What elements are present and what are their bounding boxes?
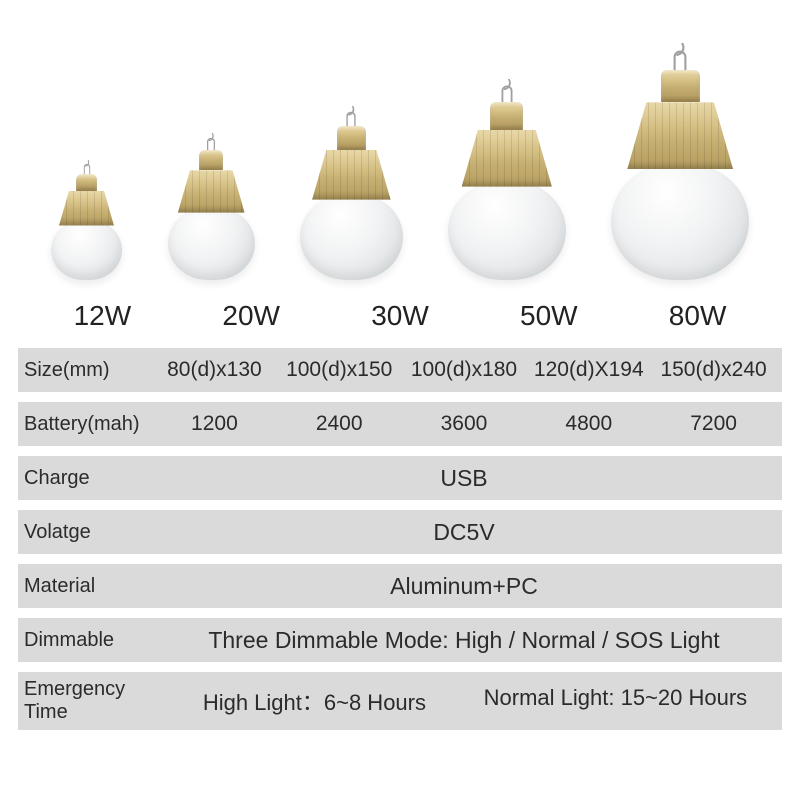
bulb-item — [448, 84, 566, 280]
row-emergency-values: High Light：6~8 Hours Normal Light: 15~20… — [174, 685, 776, 717]
spec-value: 3600 — [402, 412, 527, 436]
row-size-values: 80(d)x130100(d)x150100(d)x180120(d)X1941… — [152, 358, 776, 382]
bulb-cap — [661, 70, 700, 102]
wattage-label: 12W — [28, 300, 177, 332]
bulb-heatsink — [627, 102, 733, 169]
wattage-row: 12W20W30W50W80W — [18, 280, 782, 348]
bulb-globe — [168, 207, 255, 280]
wattage-label: 80W — [623, 300, 772, 332]
row-emergency-label: Emergency Time — [24, 678, 174, 724]
row-size-label: Size(mm) — [24, 359, 152, 382]
bulb-heatsink — [312, 150, 390, 200]
spec-value: 100(d)x150 — [277, 358, 402, 382]
bulb-icon — [300, 108, 402, 280]
spec-value: 80(d)x130 — [152, 358, 277, 382]
wattage-label: 20W — [177, 300, 326, 332]
emergency-high: High Light：6~8 Hours — [203, 685, 426, 717]
spec-value: 150(d)x240 — [651, 358, 776, 382]
row-dimmable: Dimmable Three Dimmable Mode: High / Nor… — [18, 618, 782, 662]
bulb-hook-icon — [207, 138, 215, 150]
bulb-icon — [51, 156, 123, 280]
emergency-normal: Normal Light: 15~20 Hours — [484, 685, 748, 717]
bulb-icon — [448, 84, 566, 280]
row-material-value: Aluminum+PC — [152, 573, 776, 600]
product-spec-infographic: 12W20W30W50W80W Size(mm) 80(d)x130100(d)… — [0, 0, 800, 800]
bulb-hook-icon — [501, 85, 512, 102]
row-dimmable-label: Dimmable — [24, 629, 152, 652]
row-dimmable-value: Three Dimmable Mode: High / Normal / SOS… — [152, 627, 776, 654]
bulb-cap — [199, 150, 223, 170]
bulb-hook-icon — [347, 112, 357, 126]
bulb-item — [168, 132, 255, 280]
spec-value: 120(d)X194 — [526, 358, 651, 382]
spec-value: 100(d)x180 — [402, 358, 527, 382]
bulb-item — [51, 156, 123, 280]
bulb-icon — [611, 52, 749, 280]
row-battery-label: Battery(mah) — [24, 413, 152, 436]
bulb-cap — [337, 126, 366, 150]
row-size: Size(mm) 80(d)x130100(d)x150100(d)x18012… — [18, 348, 782, 392]
bulb-globe — [611, 163, 749, 280]
bulb-hook-icon — [674, 51, 687, 70]
row-charge-label: Charge — [24, 467, 152, 490]
bulb-heatsink — [178, 170, 245, 212]
bulb-globe — [300, 194, 402, 280]
bulb-heatsink — [462, 130, 552, 187]
wattage-label: 30W — [326, 300, 475, 332]
row-material: Material Aluminum+PC — [18, 564, 782, 608]
bulb-hook-icon — [83, 164, 90, 174]
spec-value: 7200 — [651, 412, 776, 436]
row-charge-value: USB — [152, 465, 776, 492]
row-battery-values: 12002400360048007200 — [152, 412, 776, 436]
spec-value: 4800 — [526, 412, 651, 436]
bulb-globe — [51, 220, 123, 280]
row-voltage-value: DC5V — [152, 519, 776, 546]
spec-value: 2400 — [277, 412, 402, 436]
bulb-heatsink — [59, 191, 114, 226]
row-material-label: Material — [24, 575, 152, 598]
spec-value: 1200 — [152, 412, 277, 436]
row-voltage: Volatge DC5V — [18, 510, 782, 554]
bulb-item — [300, 108, 402, 280]
row-battery: Battery(mah) 12002400360048007200 — [18, 402, 782, 446]
bulb-icon — [168, 132, 255, 280]
bulb-item — [611, 52, 749, 280]
row-voltage-label: Volatge — [24, 521, 152, 544]
spec-table: Size(mm) 80(d)x130100(d)x150100(d)x18012… — [18, 348, 782, 740]
row-emergency: Emergency Time High Light：6~8 Hours Norm… — [18, 672, 782, 730]
bulb-cap — [76, 174, 96, 191]
bulb-lineup — [18, 20, 782, 280]
bulb-globe — [448, 181, 566, 280]
bulb-cap — [490, 102, 523, 130]
wattage-label: 50W — [474, 300, 623, 332]
row-charge: Charge USB — [18, 456, 782, 500]
